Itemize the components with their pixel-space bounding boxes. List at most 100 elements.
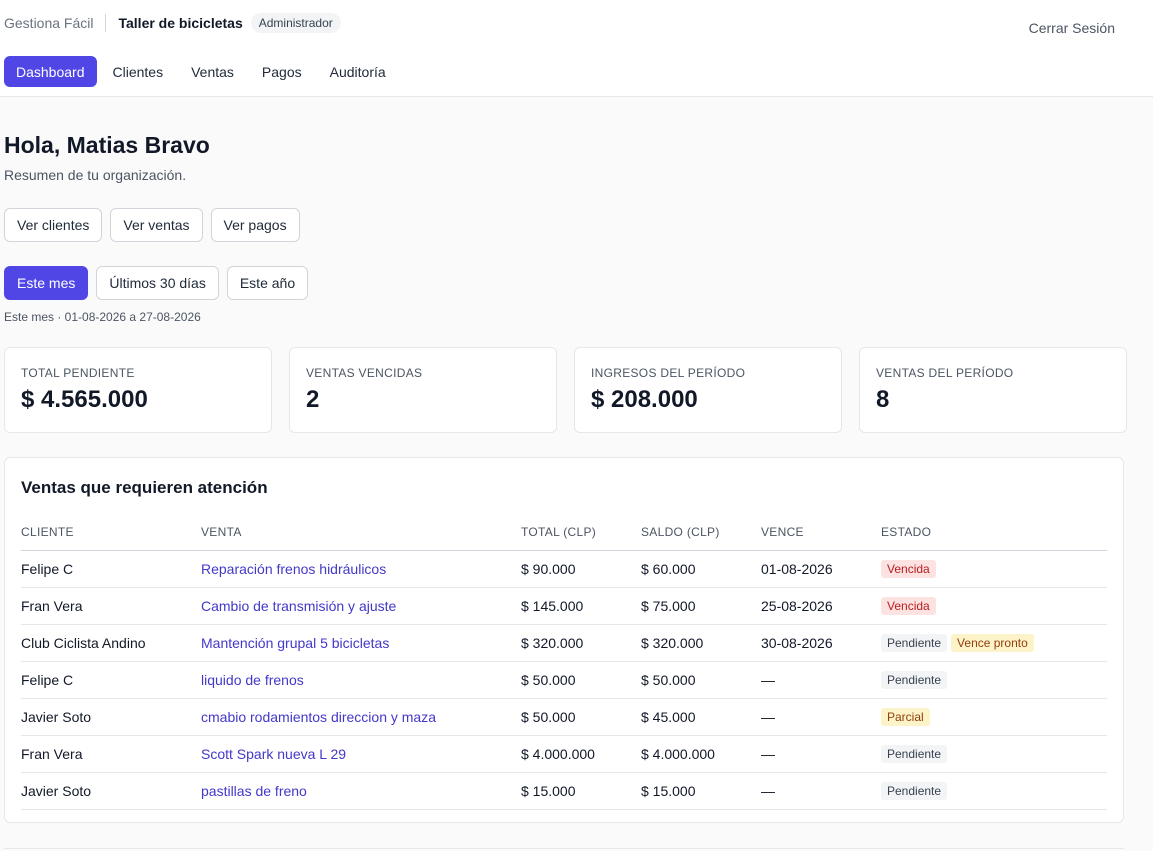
view-clients-button[interactable]: Ver clientes xyxy=(4,208,103,242)
table-row: Club Ciclista Andino Mantención grupal 5… xyxy=(21,624,1107,662)
sale-link[interactable]: Scott Spark nueva L 29 xyxy=(201,735,521,773)
table-header-row: CLIENTE VENTA TOTAL (CLP) SALDO (CLP) VE… xyxy=(21,514,1107,551)
column-header-balance: SALDO (CLP) xyxy=(641,514,761,551)
page-subtitle: Resumen de tu organización. xyxy=(4,167,187,183)
attention-title: Ventas que requieren atención xyxy=(21,478,268,497)
table-row: Felipe C Reparación frenos hidráulicos $… xyxy=(21,550,1107,588)
kpi-label: VENTAS DEL PERÍODO xyxy=(876,366,1014,380)
sale-link[interactable]: liquido de frenos xyxy=(201,661,521,699)
main-content: Hola, Matias Bravo Resumen de tu organiz… xyxy=(0,132,1153,823)
cell-client: Javier Soto xyxy=(21,698,201,736)
view-payments-button[interactable]: Ver pagos xyxy=(210,208,300,242)
period-this-year-button[interactable]: Este año xyxy=(226,266,309,300)
cell-balance: $ 15.000 xyxy=(641,772,761,810)
cell-status: Vencida xyxy=(881,587,1107,625)
table-row: Fran Vera Scott Spark nueva L 29 $ 4.000… xyxy=(21,735,1107,773)
cell-balance: $ 75.000 xyxy=(641,587,761,625)
kpi-cards: TOTAL PENDIENTE $ 4.565.000 VENTAS VENCI… xyxy=(4,347,1149,433)
cell-due: — xyxy=(761,735,881,773)
column-header-due: VENCE xyxy=(761,514,881,551)
cell-status: Vencida xyxy=(881,550,1107,588)
top-bar: Gestiona Fácil Taller de bicicletas Admi… xyxy=(0,0,1153,97)
sale-link[interactable]: Mantención grupal 5 bicicletas xyxy=(201,624,521,662)
logout-button[interactable]: Cerrar Sesión xyxy=(1028,20,1115,36)
kpi-value: 2 xyxy=(306,386,320,413)
sale-link[interactable]: Reparación frenos hidráulicos xyxy=(201,550,521,588)
sale-link[interactable]: Cambio de transmisión y ajuste xyxy=(201,587,521,625)
header-divider xyxy=(105,14,107,32)
cell-due: — xyxy=(761,661,881,699)
kpi-label: VENTAS VENCIDAS xyxy=(306,366,423,380)
status-badge: Parcial xyxy=(881,707,930,726)
cell-due: 01-08-2026 xyxy=(761,550,881,588)
next-panel-edge xyxy=(4,848,1124,851)
cell-total: $ 50.000 xyxy=(521,661,641,699)
cell-total: $ 145.000 xyxy=(521,587,641,625)
role-badge: Administrador xyxy=(250,13,341,33)
nav-dashboard[interactable]: Dashboard xyxy=(4,56,97,87)
sale-link[interactable]: cmabio rodamientos direccion y maza xyxy=(201,698,521,736)
period-selector: Este mes Últimos 30 días Este año xyxy=(4,266,1149,300)
kpi-value: 8 xyxy=(876,386,890,413)
table-row: Fran Vera Cambio de transmisión y ajuste… xyxy=(21,587,1107,625)
table-row: Felipe C liquido de frenos $ 50.000 $ 50… xyxy=(21,661,1107,699)
cell-client: Club Ciclista Andino xyxy=(21,624,201,662)
cell-client: Felipe C xyxy=(21,550,201,588)
cell-status: Pendiente xyxy=(881,772,1107,810)
sale-link[interactable]: pastillas de freno xyxy=(201,772,521,810)
nav-auditoria[interactable]: Auditoría xyxy=(329,63,386,80)
page-title: Hola, Matias Bravo xyxy=(4,132,210,158)
cell-client: Javier Soto xyxy=(21,772,201,810)
status-badge: Vencida xyxy=(881,596,936,615)
org-name: Taller de bicicletas xyxy=(118,15,243,31)
nav-clientes[interactable]: Clientes xyxy=(112,63,164,80)
view-sales-button[interactable]: Ver ventas xyxy=(110,208,203,242)
status-badge: Pendiente xyxy=(881,633,948,652)
kpi-overdue-sales: VENTAS VENCIDAS 2 xyxy=(289,347,557,433)
cell-total: $ 15.000 xyxy=(521,772,641,810)
kpi-value: $ 4.565.000 xyxy=(21,386,148,413)
brand-row: Gestiona Fácil Taller de bicicletas Admi… xyxy=(4,12,341,34)
cell-client: Fran Vera xyxy=(21,587,201,625)
period-last-30-days-button[interactable]: Últimos 30 días xyxy=(96,266,219,300)
quick-links: Ver clientes Ver ventas Ver pagos xyxy=(4,208,1149,242)
cell-total: $ 50.000 xyxy=(521,698,641,736)
cell-total: $ 320.000 xyxy=(521,624,641,662)
kpi-label: INGRESOS DEL PERÍODO xyxy=(591,366,746,380)
cell-balance: $ 4.000.000 xyxy=(641,735,761,773)
kpi-label: TOTAL PENDIENTE xyxy=(21,366,135,380)
attention-panel: Ventas que requieren atención CLIENTE VE… xyxy=(4,457,1124,823)
main-nav: Dashboard Clientes Ventas Pagos Auditorí… xyxy=(4,56,398,87)
nav-ventas[interactable]: Ventas xyxy=(191,63,234,80)
cell-due: — xyxy=(761,772,881,810)
period-this-month-button[interactable]: Este mes xyxy=(4,266,89,300)
cell-due: 25-08-2026 xyxy=(761,587,881,625)
cell-status: Pendiente Vence pronto xyxy=(881,624,1107,662)
status-badge: Pendiente xyxy=(881,744,948,763)
table-row: Javier Soto pastillas de freno $ 15.000 … xyxy=(21,772,1107,810)
attention-table: CLIENTE VENTA TOTAL (CLP) SALDO (CLP) VE… xyxy=(21,514,1107,810)
column-header-status: ESTADO xyxy=(881,514,1107,551)
column-header-client: CLIENTE xyxy=(21,514,201,551)
status-badge: Pendiente xyxy=(881,781,948,800)
kpi-period-income: INGRESOS DEL PERÍODO $ 208.000 xyxy=(574,347,842,433)
cell-client: Fran Vera xyxy=(21,735,201,773)
cell-total: $ 4.000.000 xyxy=(521,735,641,773)
period-caption: Este mes · 01-08-2026 a 27-08-2026 xyxy=(4,310,201,324)
cell-status: Pendiente xyxy=(881,735,1107,773)
column-header-total: TOTAL (CLP) xyxy=(521,514,641,551)
status-badge: Vencida xyxy=(881,559,936,578)
cell-total: $ 90.000 xyxy=(521,550,641,588)
cell-balance: $ 45.000 xyxy=(641,698,761,736)
column-header-sale: VENTA xyxy=(201,514,521,551)
cell-balance: $ 50.000 xyxy=(641,661,761,699)
table-row: Javier Soto cmabio rodamientos direccion… xyxy=(21,698,1107,736)
cell-status: Parcial xyxy=(881,698,1107,736)
cell-balance: $ 320.000 xyxy=(641,624,761,662)
cell-client: Felipe C xyxy=(21,661,201,699)
kpi-period-sales: VENTAS DEL PERÍODO 8 xyxy=(859,347,1127,433)
nav-pagos[interactable]: Pagos xyxy=(261,63,302,80)
cell-due: 30-08-2026 xyxy=(761,624,881,662)
kpi-total-pending: TOTAL PENDIENTE $ 4.565.000 xyxy=(4,347,272,433)
app-name: Gestiona Fácil xyxy=(4,15,94,31)
